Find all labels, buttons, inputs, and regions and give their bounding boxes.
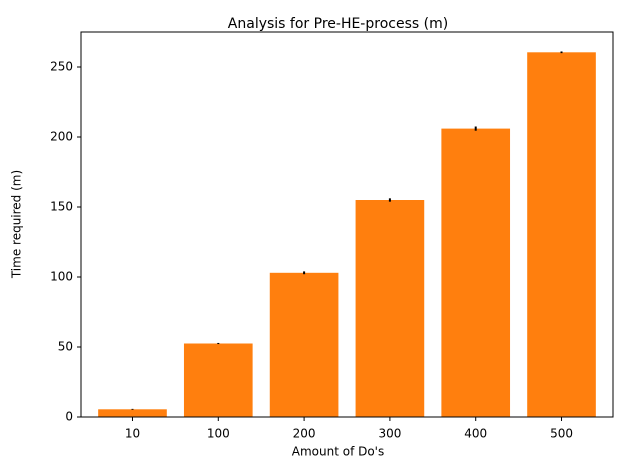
- bar-500: [527, 52, 596, 418]
- x-tick-label-200: 200: [293, 427, 316, 441]
- y-tick-label-50: 50: [58, 340, 73, 354]
- x-tick-label-10: 10: [125, 427, 140, 441]
- x-tick-label-500: 500: [550, 427, 573, 441]
- chart-title: Analysis for Pre-HE-process (m): [228, 16, 448, 32]
- x-tick-label-300: 300: [378, 427, 401, 441]
- y-tick-label-150: 150: [50, 200, 73, 214]
- bar-100: [183, 343, 253, 417]
- bar-400: [441, 128, 511, 417]
- axes-frame: [80, 31, 614, 418]
- bar-300: [355, 200, 425, 417]
- x-axis-label: Amount of Do's: [292, 445, 384, 459]
- bar-10: [98, 409, 167, 417]
- y-tick-label-250: 250: [50, 60, 73, 74]
- x-tick-label-400: 400: [464, 427, 487, 441]
- y-tick-label-100: 100: [50, 270, 73, 284]
- y-axis-label: Time required (m): [10, 170, 24, 279]
- bar-200: [269, 272, 339, 417]
- y-tick-label-0: 0: [65, 410, 73, 424]
- x-tick-label-100: 100: [207, 427, 230, 441]
- y-tick-label-200: 200: [50, 130, 73, 144]
- plot-area: 10 100 200 300 400 500 0 50 100 150 200 250: [50, 31, 614, 441]
